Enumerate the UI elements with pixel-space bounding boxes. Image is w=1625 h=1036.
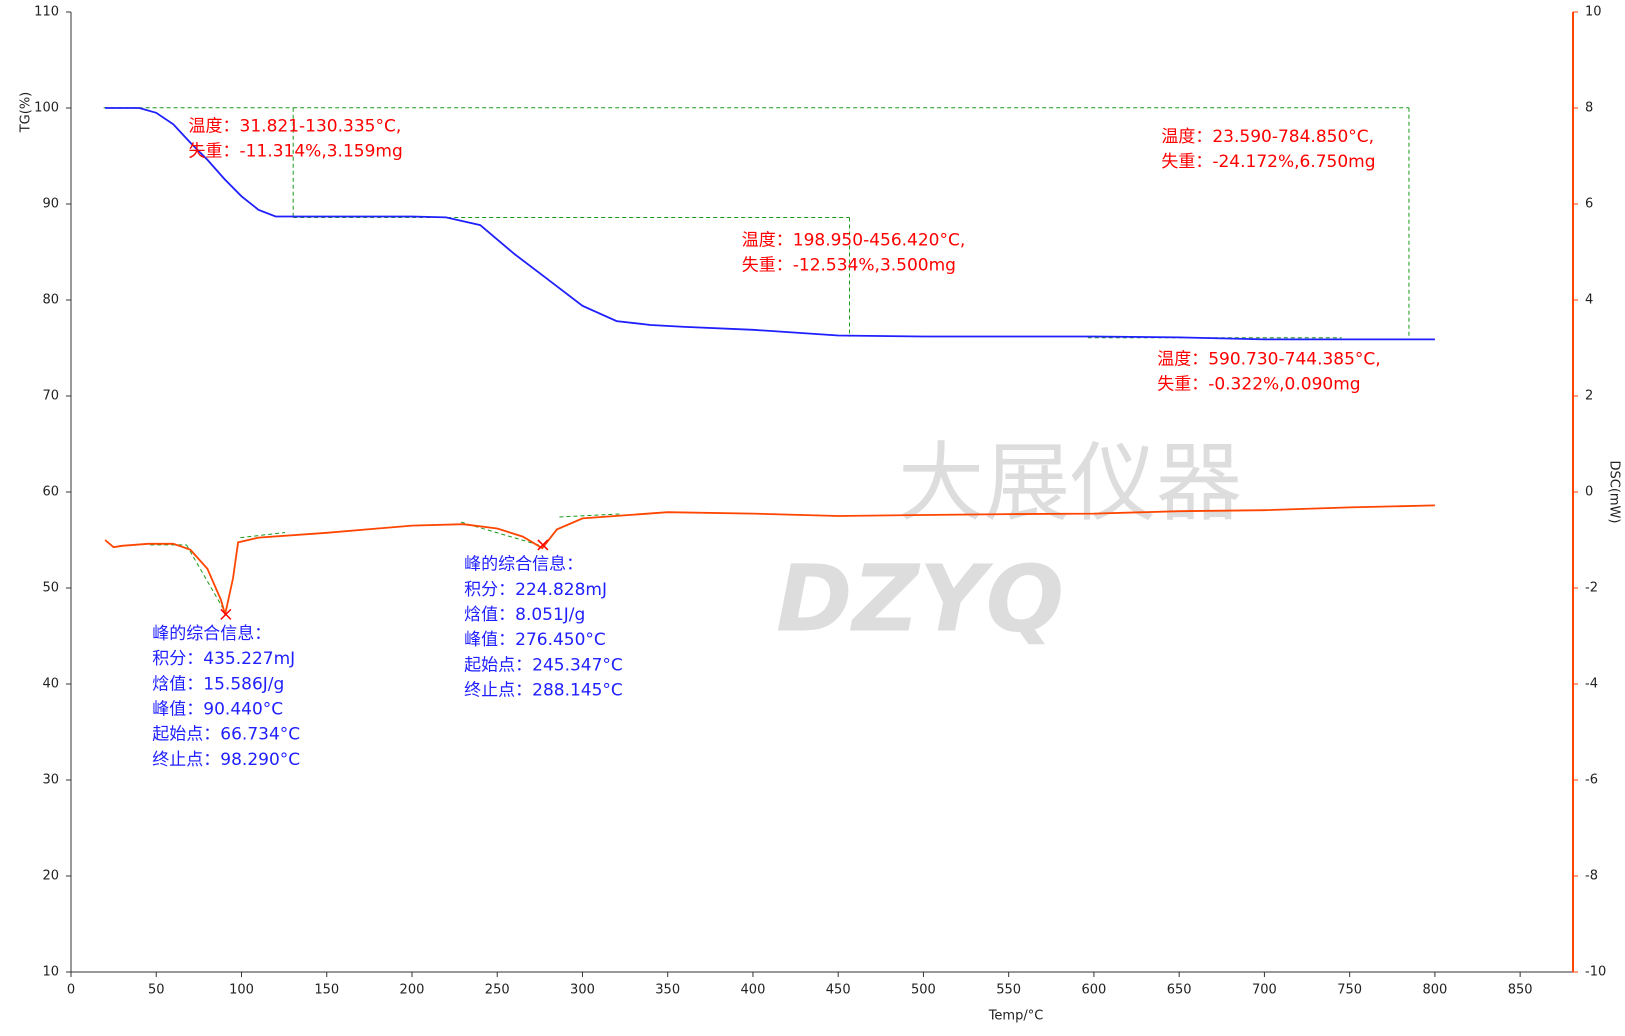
annotation: 峰值：90.440°C [152,700,283,720]
y2-tick-label: 6 [1585,197,1593,212]
annotation: 积分：435.227mJ [152,649,295,669]
x-axis-label: Temp/°C [988,1009,1044,1024]
y-tick-label: 40 [42,677,59,692]
x-tick-label: 150 [314,983,339,998]
annotation: 峰的综合信息： [464,555,583,575]
y-tick-label: 10 [42,965,59,980]
annotation: 终止点：288.145°C [464,680,623,700]
y2-tick-label: -2 [1585,581,1598,596]
x-tick-label: 750 [1337,983,1362,998]
x-tick-label: 600 [1082,983,1107,998]
y2-tick-label: 10 [1585,5,1602,20]
y2-tick-label: -10 [1585,965,1606,980]
series-line [105,107,1435,341]
y-tick-label: 50 [42,581,59,596]
x-tick-label: 850 [1508,983,1533,998]
annotation: 失重：-11.314%,3.159mg [189,142,403,162]
annotation: 失重：-12.534%,3.500mg [742,256,956,276]
x-tick-label: 300 [570,983,595,998]
peak-marker [220,608,232,620]
x-tick-label: 0 [67,983,75,998]
y-axis-label: TG(%) [19,92,34,134]
series-line [104,504,1435,615]
y2-tick-label: -4 [1585,677,1598,692]
y-tick-label: 90 [42,197,59,212]
y-tick-label: 60 [42,485,59,500]
x-tick-label: 450 [826,983,851,998]
x-tick-label: 200 [400,983,425,998]
annotation: 温度：23.590-784.850°C, [1161,127,1374,147]
annotation: 焓值：15.586J/g [152,674,284,694]
annotation: 终止点：98.290°C [152,750,300,770]
x-tick-label: 350 [655,983,680,998]
x-tick-label: 800 [1422,983,1447,998]
watermark: DZYQ [776,545,1064,652]
annotation: 温度：31.821-130.335°C, [189,116,402,136]
x-tick-label: 100 [229,983,254,998]
annotation: 峰值：276.450°C [464,630,606,650]
x-tick-label: 550 [996,983,1021,998]
y2-tick-label: 0 [1585,485,1593,500]
peak-marker [537,539,549,551]
annotation: 焓值：8.051J/g [464,605,585,625]
y2-axis-label: DSC(mW) [1607,460,1622,523]
x-tick-label: 650 [1167,983,1192,998]
x-tick-label: 500 [911,983,936,998]
x-tick-label: 250 [485,983,510,998]
annotation: 起始点：245.347°C [464,655,623,675]
x-tick-label: 50 [148,983,165,998]
y-tick-label: 110 [34,5,59,20]
y2-tick-label: 4 [1585,293,1593,308]
annotation: 失重：-24.172%,6.750mg [1161,152,1375,172]
y2-tick-label: -6 [1585,773,1598,788]
x-tick-label: 700 [1252,983,1277,998]
annotation: 温度：590.730-744.385°C, [1157,349,1381,369]
annotation: 积分：224.828mJ [464,580,607,600]
y2-tick-label: 2 [1585,389,1593,404]
watermark: 大展仪器 [898,434,1242,534]
x-tick-label: 400 [741,983,766,998]
y2-tick-label: 8 [1585,101,1593,116]
y-tick-label: 80 [42,293,59,308]
y-tick-label: 20 [42,869,59,884]
annotation: 峰的综合信息： [152,624,271,644]
y-tick-label: 30 [42,773,59,788]
y2-tick-label: -8 [1585,869,1598,884]
y-tick-label: 100 [34,101,59,116]
annotation: 温度：198.950-456.420°C, [742,230,966,250]
guide-line [186,544,227,614]
annotation: 失重：-0.322%,0.090mg [1157,375,1360,395]
guide-line [240,532,285,539]
y-tick-label: 70 [42,389,59,404]
guide-line [559,513,622,518]
annotation: 起始点：66.734°C [152,725,300,745]
